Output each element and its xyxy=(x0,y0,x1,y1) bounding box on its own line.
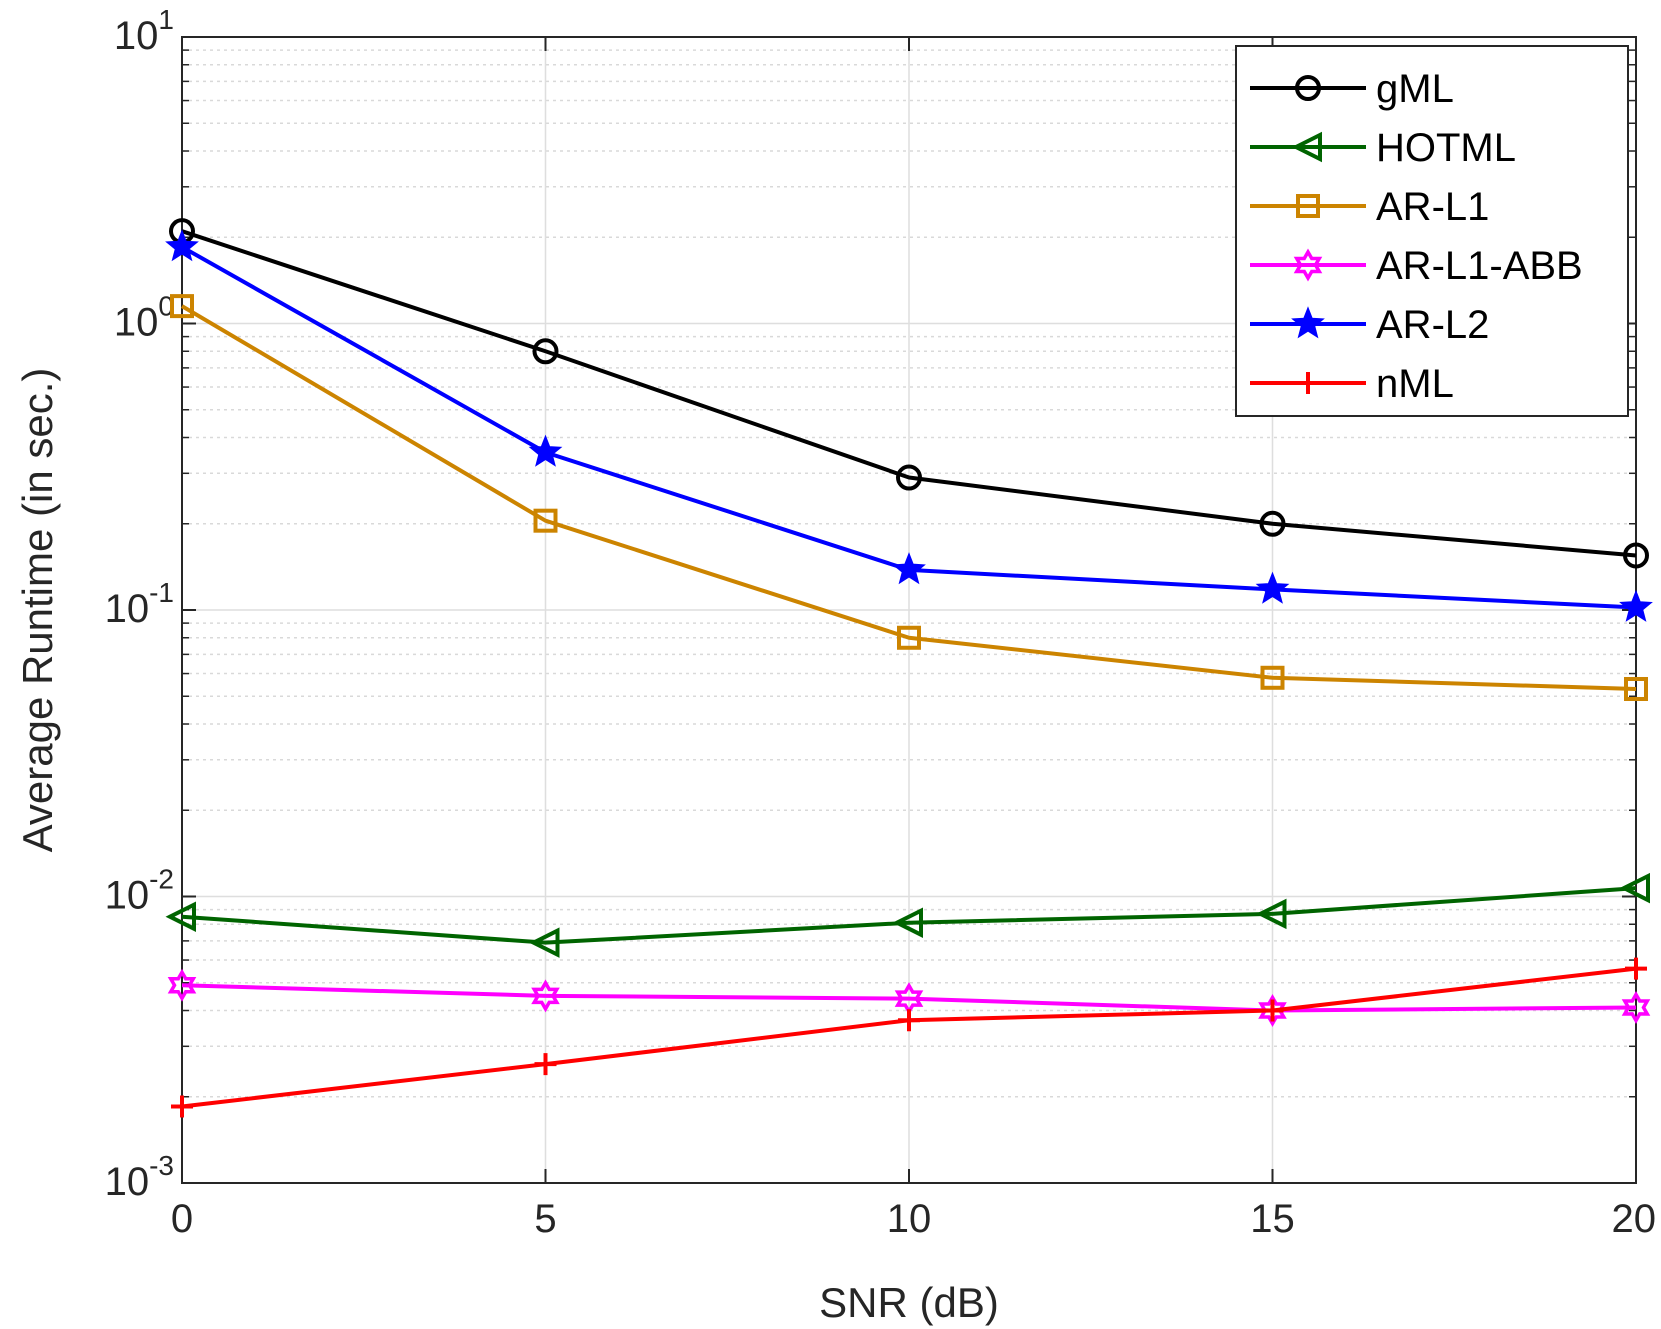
legend-item: nML xyxy=(1250,362,1454,406)
legend-box xyxy=(1235,45,1629,417)
legend-item: HOTML xyxy=(1250,126,1516,170)
series xyxy=(165,218,1653,1118)
data-point xyxy=(892,552,926,585)
data-point xyxy=(892,907,923,938)
series-line xyxy=(181,983,1637,1013)
data-point xyxy=(1260,665,1285,690)
series-line xyxy=(180,304,1637,691)
data-point xyxy=(532,338,559,365)
legend-label: AR-L1 xyxy=(1376,185,1489,229)
data-point xyxy=(1623,542,1649,569)
legend-marker xyxy=(1296,194,1320,218)
y-axis-title: Average Runtime (in sec.) xyxy=(14,368,61,853)
series-hotml xyxy=(165,872,1650,958)
data-point xyxy=(896,464,922,491)
legend-marker xyxy=(1293,248,1323,282)
x-tick-label: 5 xyxy=(534,1197,556,1241)
legend-marker xyxy=(1291,306,1325,339)
data-point xyxy=(898,1009,920,1032)
legend: gML HOTML AR-L1 AR-L1-ABB AR-L2 nML xyxy=(1235,45,1629,417)
data-point xyxy=(165,229,199,262)
data-point xyxy=(529,927,560,958)
data-point xyxy=(528,434,563,467)
data-point xyxy=(1625,957,1647,980)
legend-item: AR-L2 xyxy=(1250,303,1489,347)
x-tick-label: 10 xyxy=(887,1197,932,1241)
data-point xyxy=(1619,589,1653,622)
data-point xyxy=(171,1095,193,1118)
data-point xyxy=(170,294,194,319)
data-point xyxy=(1619,872,1650,904)
x-tick-label: 15 xyxy=(1250,1197,1295,1241)
data-point xyxy=(534,1053,557,1076)
data-point xyxy=(1624,676,1648,701)
legend-label: gML xyxy=(1376,67,1454,111)
data-point xyxy=(1621,990,1651,1024)
legend-item: AR-L1-ABB xyxy=(1250,244,1583,288)
series-line xyxy=(181,229,1637,558)
series-ar-l2 xyxy=(165,229,1653,622)
legend-marker xyxy=(1291,131,1322,163)
series-line xyxy=(181,886,1637,945)
legend-item: AR-L1 xyxy=(1250,185,1489,229)
legend-label: HOTML xyxy=(1376,126,1516,170)
data-point xyxy=(1255,571,1290,604)
data-point xyxy=(1256,898,1287,930)
data-point xyxy=(165,901,196,932)
data-point xyxy=(897,625,921,650)
legend-marker xyxy=(1297,372,1319,394)
series-ar-l1 xyxy=(170,294,1648,701)
data-point xyxy=(167,968,197,1002)
legend-label: AR-L2 xyxy=(1376,303,1489,347)
data-point xyxy=(1258,994,1287,1028)
legend-label: nML xyxy=(1376,362,1454,406)
x-tick-label: 0 xyxy=(171,1197,193,1241)
data-point xyxy=(1259,510,1286,537)
legend-marker xyxy=(1295,75,1321,101)
legend-label: AR-L1-ABB xyxy=(1376,244,1583,288)
series-nml xyxy=(171,957,1647,1118)
data-point xyxy=(1261,999,1284,1022)
x-axis-title: SNR (dB) xyxy=(819,1279,999,1326)
x-tick-label: 20 xyxy=(1612,1197,1657,1241)
data-point xyxy=(531,979,560,1013)
data-point xyxy=(533,508,558,533)
legend-item: gML xyxy=(1250,67,1454,111)
